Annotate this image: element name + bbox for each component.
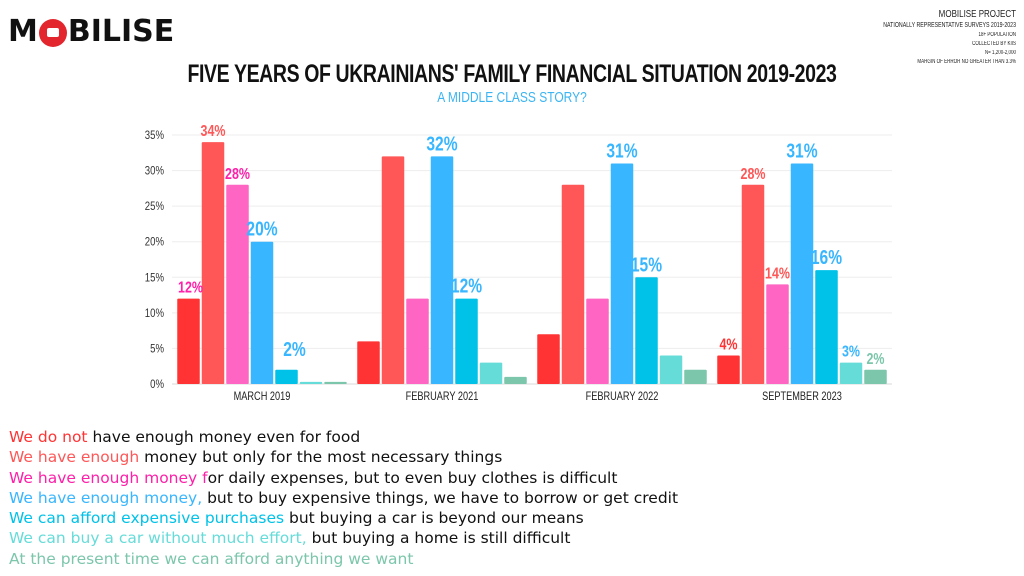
bar: [250, 241, 274, 384]
legend-text: money but only for the most necessary th…: [139, 448, 503, 467]
y-tick-label: 35%: [145, 129, 165, 142]
legend-highlight: We can buy a car without much effort,: [9, 529, 307, 548]
legend-highlight: We have enough money,: [9, 488, 203, 507]
data-label: 3%: [842, 343, 860, 361]
data-label: 2%: [866, 350, 884, 368]
bar: [201, 142, 225, 384]
logo-text-left: M: [8, 14, 38, 49]
bar: [766, 284, 789, 384]
bar: [406, 298, 429, 384]
y-tick-label: 0%: [150, 378, 164, 391]
meta-line: MARGIN OF ERROR NO GREATER THAN 3.3%: [917, 59, 1016, 65]
x-tick-label: FEBRUARY 2022: [586, 391, 659, 403]
data-label: 20%: [246, 218, 277, 240]
bar: [275, 369, 298, 384]
logo-protest-icon: [38, 18, 67, 47]
bar: [717, 355, 740, 384]
data-label: 28%: [225, 165, 250, 183]
legend-item: We have enough money but only for the mo…: [9, 447, 678, 467]
bar: [815, 270, 838, 384]
bar: [177, 298, 200, 384]
legend-highlight: We have enough money f: [9, 468, 208, 487]
survey-meta: MOBILISE PROJECT NATIONALLY REPRESENTATI…: [839, 8, 1016, 67]
legend-highlight: We do not: [9, 428, 88, 446]
legend-item: We do not have enough money even for foo…: [9, 427, 678, 447]
bar: [610, 163, 634, 384]
legend-item: We can buy a car without much effort, bu…: [9, 528, 678, 548]
legend-highlight: At the present time we can afford anythi…: [9, 549, 414, 568]
data-label: 31%: [786, 140, 817, 162]
legend-highlight: We have enough: [9, 448, 140, 467]
data-label: 16%: [811, 246, 842, 268]
bar: [684, 369, 707, 384]
bar: [635, 277, 658, 384]
data-label: 14%: [765, 265, 790, 283]
legend-text: but buying a car is beyond our means: [284, 509, 584, 528]
y-tick-label: 10%: [145, 307, 165, 320]
legend-item: We can afford expensive purchases but bu…: [9, 508, 678, 528]
bar: [455, 298, 478, 384]
legend-text: have enough money even for food: [87, 428, 361, 446]
bar: [741, 184, 765, 384]
data-label: 15%: [631, 253, 662, 275]
y-tick-label: 20%: [145, 236, 165, 249]
bar: [324, 381, 347, 384]
data-label: 31%: [606, 140, 637, 162]
legend-text: but buying a home is still difficult: [306, 529, 571, 548]
mobilise-logo: M BILISE: [8, 14, 174, 49]
data-label: 12%: [451, 275, 482, 297]
chart-title: FIVE YEARS OF UKRAINIANS' FAMILY FINANCI…: [187, 60, 837, 88]
data-label: 12%: [178, 279, 203, 297]
data-label: 2%: [283, 338, 306, 360]
logo-text-right: BILISE: [67, 14, 175, 49]
data-label: 32%: [426, 133, 457, 155]
data-label: 34%: [201, 123, 226, 141]
meta-project: MOBILISE PROJECT: [938, 9, 1016, 20]
legend: We do not have enough money even for foo…: [9, 427, 678, 569]
y-tick-label: 5%: [150, 342, 164, 355]
bar: [381, 156, 405, 384]
bar: [299, 381, 323, 384]
data-label: 4%: [719, 336, 737, 354]
meta-line: N= 1,200-2,000: [984, 50, 1016, 56]
bar: [586, 298, 609, 384]
chart-subtitle: A MIDDLE CLASS STORY?: [437, 89, 587, 106]
legend-item: At the present time we can afford anythi…: [9, 549, 678, 569]
legend-item: We have enough money for daily expenses,…: [9, 468, 678, 488]
meta-line: COLLECTED BY KIIS: [972, 41, 1016, 47]
meta-line: NATIONALLY REPRESENTATIVE SURVEYS 2019-2…: [883, 22, 1016, 29]
bar: [839, 362, 863, 384]
y-tick-label: 15%: [145, 271, 165, 284]
x-tick-label: MARCH 2019: [234, 391, 291, 403]
x-tick-label: FEBRUARY 2021: [406, 391, 479, 403]
bar: [479, 362, 503, 384]
bar: [659, 355, 683, 384]
bar: [226, 184, 249, 384]
legend-text: but to buy expensive things, we have to …: [202, 488, 679, 507]
bar-chart: 0% 5% 10% 15% 20% 25% 30% 35% MARCH 2019 FEBRUARY…: [145, 123, 892, 403]
legend-item: We have enough money, but to buy expensi…: [9, 488, 678, 508]
meta-line: 18+ POPULATION: [978, 32, 1016, 38]
bar: [537, 334, 560, 384]
y-tick-label: 30%: [145, 165, 165, 178]
x-tick-label: SEPTEMBER 2023: [762, 391, 842, 403]
legend-text: or daily expenses, but to even buy cloth…: [207, 468, 618, 487]
bar: [430, 156, 454, 384]
bar: [561, 184, 585, 384]
bar: [790, 163, 814, 384]
y-tick-label: 25%: [145, 200, 165, 213]
legend-highlight: We can afford expensive purchases: [9, 509, 285, 528]
data-label: 28%: [741, 165, 766, 183]
bar: [504, 376, 527, 384]
bar: [864, 369, 887, 384]
bar: [357, 341, 380, 384]
